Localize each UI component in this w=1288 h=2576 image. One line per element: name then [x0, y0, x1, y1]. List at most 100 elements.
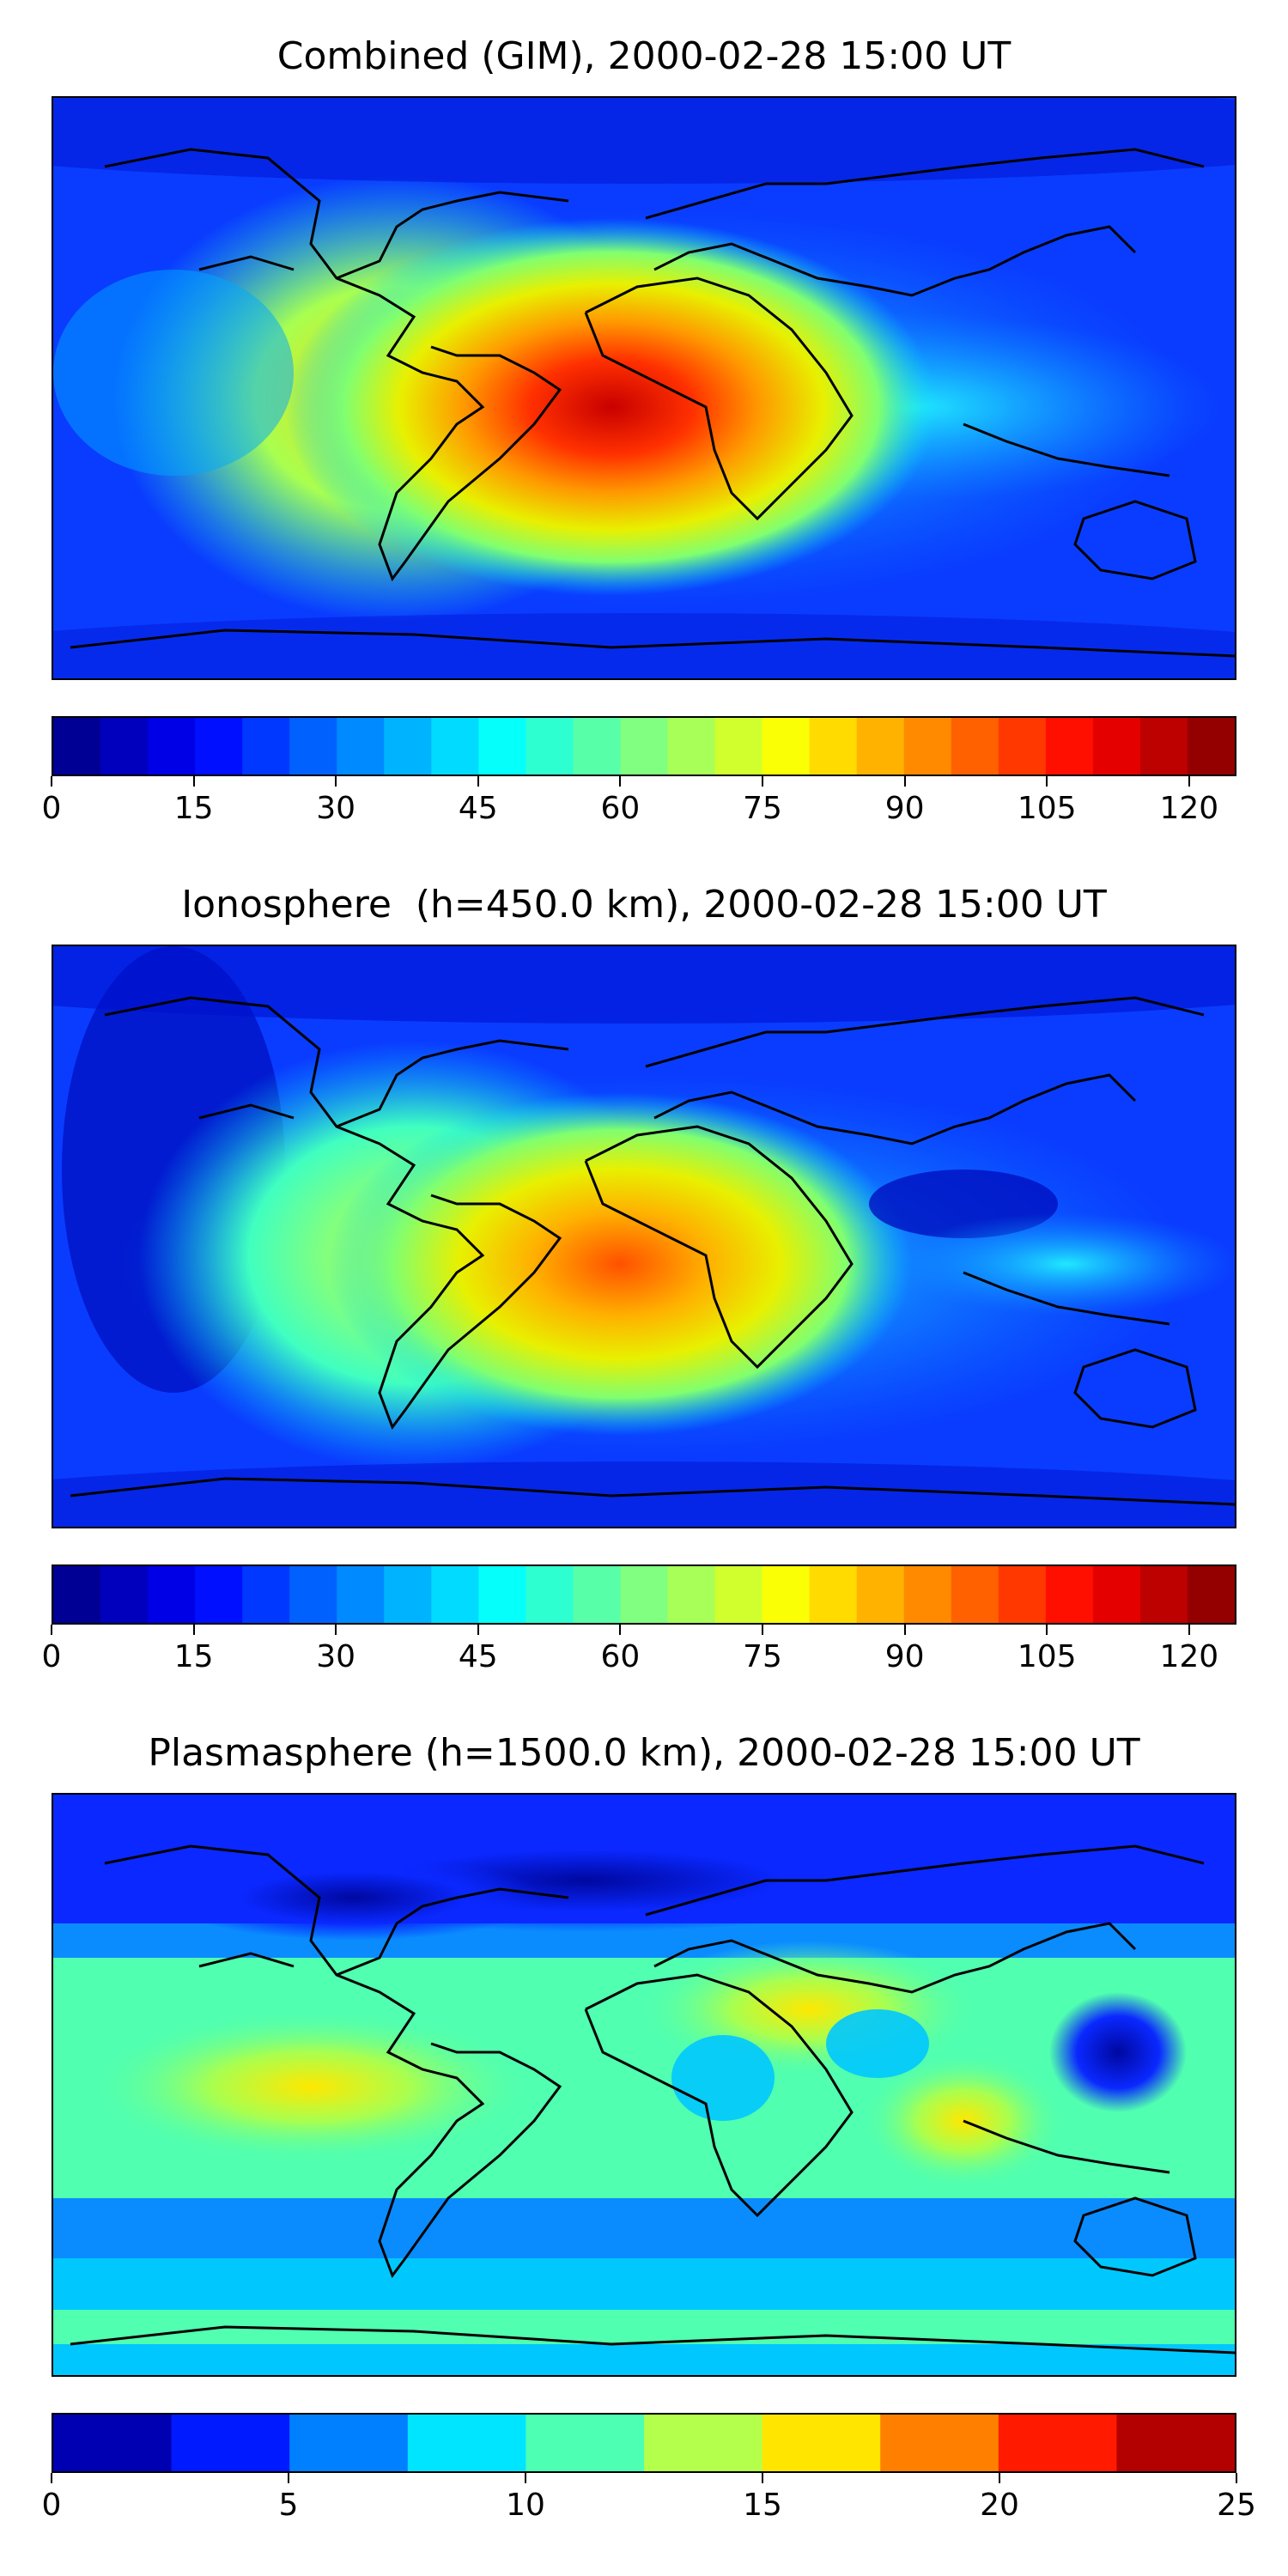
colorbar-tick-label: 90 [884, 791, 925, 826]
panel-3-title: Plasmasphere (h=1500.0 km), 2000-02-28 1… [148, 1731, 1140, 1775]
colorbar-level-22 [1092, 1566, 1141, 1623]
ionosphere-colorbar [52, 1564, 1236, 1625]
plasmasphere-colorbar-ticks: 0 5 10 15 20 25 [42, 2473, 1256, 2524]
colorbar-level-15 [762, 1566, 811, 1623]
colorbar-tick-label: 30 [316, 791, 356, 826]
colorbar-level-20 [998, 1566, 1047, 1623]
colorbar-level-4 [242, 718, 290, 775]
colorbar-tick-mark [288, 2473, 289, 2483]
ionosphere-colorbar-svg [53, 1566, 1235, 1623]
colorbar-level-24 [1187, 1566, 1235, 1623]
colorbar-tick-mark [762, 776, 763, 787]
colorbar-tick-label: 15 [173, 1639, 214, 1674]
colorbar-tick-mark [1046, 776, 1048, 787]
colorbar-tick-label: 0 [41, 1639, 62, 1674]
colorbar-level-21 [1045, 1566, 1094, 1623]
colorbar-level-2 [148, 718, 196, 775]
colorbar-tick-label: 105 [1017, 1639, 1077, 1674]
colorbar-level-21 [1045, 718, 1094, 775]
colorbar-level-16 [809, 718, 858, 775]
colorbar-level-0 [53, 718, 101, 775]
colorbar-tick-label: 0 [41, 791, 62, 826]
colorbar-level-7 [880, 2415, 999, 2471]
colorbar-tick-label: 120 [1159, 1639, 1219, 1674]
colorbar-level-8 [998, 2415, 1117, 2471]
colorbar-tick-mark [525, 2473, 526, 2483]
colorbar-tick-mark [762, 2473, 763, 2483]
plasmasphere-map-svg [53, 1795, 1235, 2375]
colorbar-level-11 [573, 1566, 622, 1623]
colorbar-level-2 [148, 1566, 196, 1623]
colorbar-level-1 [171, 2415, 290, 2471]
colorbar-level-20 [998, 718, 1047, 775]
colorbar-tick-mark [477, 776, 479, 787]
colorbar-tick-mark [51, 2473, 52, 2483]
colorbar-level-5 [289, 718, 337, 775]
colorbar-tick-label: 90 [884, 1639, 925, 1674]
colorbar-level-10 [526, 1566, 574, 1623]
colorbar-level-16 [809, 1566, 858, 1623]
colorbar-tick-label: 30 [316, 1639, 356, 1674]
panel-1-title: Combined (GIM), 2000-02-28 15:00 UT [276, 34, 1012, 78]
colorbar-level-8 [431, 1566, 479, 1623]
colorbar-tick-mark [51, 1625, 52, 1635]
combined-gim-map-svg [53, 98, 1235, 678]
combined-colorbar-svg [53, 718, 1235, 775]
plasmasphere-map [52, 1793, 1236, 2377]
colorbar-tick-mark [619, 1625, 622, 1635]
colorbar-tick-label: 45 [458, 1639, 498, 1674]
colorbar-tick-mark [1046, 1625, 1048, 1635]
combined-colorbar-ticks: 0 15 30 45 60 75 90 105 120 [42, 776, 1236, 828]
plasmasphere-colorbar-svg [53, 2415, 1235, 2471]
colorbar-tick-label: 75 [743, 791, 782, 826]
colorbar-level-5 [644, 2415, 763, 2471]
colorbar-tick-label: 45 [458, 791, 498, 826]
colorbar-tick-mark [477, 1625, 479, 1635]
colorbar-level-18 [903, 1566, 952, 1623]
colorbar-level-9 [478, 1566, 526, 1623]
colorbar-level-17 [856, 1566, 905, 1623]
combined-gim-map [52, 96, 1236, 680]
colorbar-tick-mark [51, 776, 52, 787]
colorbar-tick-mark [1236, 2473, 1237, 2483]
combined-colorbar [52, 716, 1236, 776]
colorbar-tick-mark [762, 1625, 763, 1635]
colorbar-level-3 [195, 718, 243, 775]
colorbar-tick-mark [1188, 1625, 1190, 1635]
colorbar-tick-label: 15 [743, 2488, 782, 2523]
colorbar-level-23 [1139, 718, 1188, 775]
plasmasphere-colorbar [52, 2413, 1236, 2473]
colorbar-level-12 [620, 718, 669, 775]
colorbar-level-7 [384, 718, 432, 775]
colorbar-level-13 [667, 1566, 716, 1623]
colorbar-level-11 [573, 718, 622, 775]
colorbar-level-7 [384, 1566, 432, 1623]
ionosphere-colorbar-ticks: 0 15 30 45 60 75 90 105 120 [42, 1625, 1236, 1676]
coastlines [70, 148, 1235, 658]
colorbar-tick-label: 15 [173, 791, 214, 826]
colorbar-level-13 [667, 718, 716, 775]
colorbar-tick-mark [619, 776, 622, 787]
colorbar-tick-mark [903, 776, 906, 787]
colorbar-level-9 [1116, 2415, 1235, 2471]
colorbar-level-10 [526, 718, 574, 775]
colorbar-tick-label: 10 [506, 2488, 545, 2523]
colorbar-tick-label: 25 [1217, 2488, 1256, 2523]
colorbar-level-6 [762, 2415, 881, 2471]
colorbar-level-14 [714, 718, 763, 775]
colorbar-level-0 [53, 2415, 173, 2471]
colorbar-level-22 [1092, 718, 1141, 775]
colorbar-level-3 [407, 2415, 526, 2471]
colorbar-tick-label: 20 [980, 2488, 1019, 2523]
colorbar-level-17 [856, 718, 905, 775]
colorbar-level-1 [100, 718, 149, 775]
coastlines [70, 996, 1235, 1506]
colorbar-tick-mark [903, 1625, 906, 1635]
colorbar-level-23 [1139, 1566, 1188, 1623]
colorbar-level-9 [478, 718, 526, 775]
colorbar-level-2 [289, 2415, 409, 2471]
colorbar-level-8 [431, 718, 479, 775]
colorbar-level-4 [526, 2415, 645, 2471]
colorbar-tick-label: 120 [1159, 791, 1219, 826]
colorbar-level-12 [620, 1566, 669, 1623]
